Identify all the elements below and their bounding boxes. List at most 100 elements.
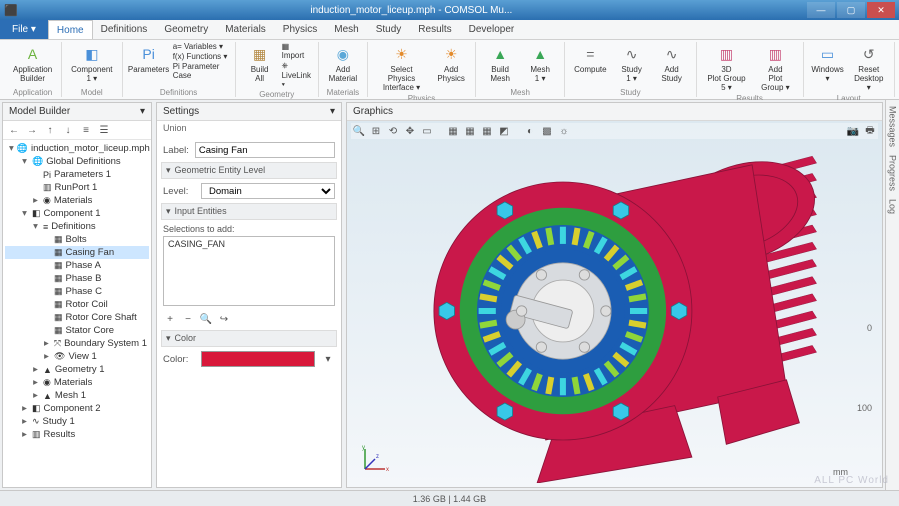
expand-icon[interactable]: ☰ — [97, 123, 111, 137]
tree-node-global-definitions[interactable]: ▾🌐Global Definitions — [5, 155, 149, 168]
zoom-sel-icon[interactable]: 🔍 — [199, 312, 213, 326]
scene-3d[interactable]: mm 100 0 x y z — [351, 139, 878, 483]
side-tab-messages[interactable]: Messages — [888, 106, 898, 147]
ribbon-stack-item[interactable]: a= Variables ▾ — [173, 42, 229, 51]
ribbon-stack-item[interactable]: ▦ Import — [282, 42, 312, 60]
list-item[interactable]: CASING_FAN — [168, 239, 330, 249]
tab-geometry[interactable]: Geometry — [156, 20, 217, 39]
ribbon-btn-build-mesh[interactable]: ▲BuildMesh — [482, 42, 518, 85]
lighting-icon[interactable]: ☼ — [557, 124, 571, 138]
close-button[interactable]: ✕ — [867, 2, 895, 18]
label-input[interactable] — [195, 142, 335, 158]
nav-fwd-icon[interactable]: → — [25, 123, 39, 137]
tree-node-phase-c[interactable]: ▦Phase C — [5, 285, 149, 298]
rotate-icon[interactable]: ⟲ — [386, 124, 400, 138]
ribbon-btn-parameters[interactable]: PiParameters — [129, 42, 169, 76]
transparency-icon[interactable]: ◐ — [523, 124, 537, 138]
panel-menu-icon[interactable]: ▾ — [330, 106, 335, 117]
tree-node-mesh-1[interactable]: ▸▲Mesh 1 — [5, 389, 149, 402]
minimize-button[interactable]: — — [807, 2, 835, 18]
view-iso-icon[interactable]: ◩ — [497, 124, 511, 138]
tree-node-phase-b[interactable]: ▦Phase B — [5, 272, 149, 285]
maximize-button[interactable]: ▢ — [837, 2, 865, 18]
zoom-icon[interactable]: 🔍 — [352, 124, 366, 138]
tab-results[interactable]: Results — [410, 20, 460, 39]
section-color[interactable]: ▾Color — [161, 330, 337, 347]
remove-icon[interactable]: − — [181, 312, 195, 326]
level-select[interactable]: Domain — [201, 183, 335, 199]
tree-node-phase-a[interactable]: ▦Phase A — [5, 259, 149, 272]
ribbon-btn-select-physics-interface-[interactable]: ☀SelectPhysics Interface ▾ — [374, 42, 429, 94]
tree-node-results[interactable]: ▸▥Results — [5, 428, 149, 441]
tree-node-materials[interactable]: ▸◉Materials — [5, 376, 149, 389]
graphics-canvas[interactable]: 🔍 ⊞ ⟲ ✥ ▭ ▦ ▦ ▦ ◩ ◐ ▩ ☼ 📷 🖶 mm — [347, 121, 882, 487]
tab-materials[interactable]: Materials — [217, 20, 275, 39]
ribbon-btn-reset-desktop-[interactable]: ↺ResetDesktop ▾ — [850, 42, 888, 94]
tab-mesh[interactable]: Mesh — [326, 20, 367, 39]
tree-node-view-1[interactable]: ▸👁View 1 — [5, 350, 149, 363]
tree-node-study-1[interactable]: ▸∿Study 1 — [5, 415, 149, 428]
ribbon-btn-build-all[interactable]: ▦BuildAll — [242, 42, 278, 85]
tree-node-parameters-1[interactable]: PiParameters 1 — [5, 168, 149, 181]
ribbon-group-label: Application — [13, 88, 52, 97]
tree-node-rotor-core-shaft[interactable]: ▦Rotor Core Shaft — [5, 311, 149, 324]
color-swatch[interactable] — [201, 351, 315, 367]
tab-developer[interactable]: Developer — [461, 20, 524, 39]
selections-list[interactable]: CASING_FAN — [163, 236, 335, 306]
tab-physics[interactable]: Physics — [275, 20, 326, 39]
tree-node-component-1[interactable]: ▾◧Component 1 — [5, 207, 149, 220]
section-geom-level[interactable]: ▾Geometric Entity Level — [161, 162, 337, 179]
tree-node-runport-1[interactable]: ▥RunPort 1 — [5, 181, 149, 194]
section-input-entities[interactable]: ▾Input Entities — [161, 203, 337, 220]
zoom-extents-icon[interactable]: ⊞ — [369, 124, 383, 138]
collapse-icon[interactable]: ≡ — [79, 123, 93, 137]
ribbon-btn-add-study[interactable]: ∿AddStudy — [654, 42, 690, 85]
view-xy-icon[interactable]: ▦ — [446, 124, 460, 138]
pan-icon[interactable]: ✥ — [403, 124, 417, 138]
ribbon-btn-3d-plot-group-5-[interactable]: ▥3DPlot Group 5 ▾ — [703, 42, 751, 94]
view-yz-icon[interactable]: ▦ — [463, 124, 477, 138]
add-icon[interactable]: + — [163, 312, 177, 326]
tree-node-rotor-coil[interactable]: ▦Rotor Coil — [5, 298, 149, 311]
ribbon-btn-mesh-1-[interactable]: ▲Mesh1 ▾ — [522, 42, 558, 85]
tree-node-boundary-system-1[interactable]: ▸⤧Boundary System 1 — [5, 337, 149, 350]
file-menu[interactable]: File ▾ — [0, 20, 48, 39]
ribbon-btn-compute[interactable]: =Compute — [571, 42, 609, 76]
tab-definitions[interactable]: Definitions — [93, 20, 157, 39]
tree-node-bolts[interactable]: ▦Bolts — [5, 233, 149, 246]
tab-home[interactable]: Home — [48, 20, 93, 39]
tree-node-component-2[interactable]: ▸◧Component 2 — [5, 402, 149, 415]
goto-source-icon[interactable]: ↪ — [217, 312, 231, 326]
ribbon-btn-study-1-[interactable]: ∿Study1 ▾ — [614, 42, 650, 85]
svg-text:y: y — [362, 445, 365, 451]
model-tree[interactable]: ▾🌐induction_motor_liceup.mph▾🌐Global Def… — [3, 140, 151, 487]
tree-node-materials[interactable]: ▸◉Materials — [5, 194, 149, 207]
tree-node-geometry-1[interactable]: ▸▲Geometry 1 — [5, 363, 149, 376]
ribbon-btn-add-material[interactable]: ◉AddMaterial — [325, 42, 361, 85]
side-tab-log[interactable]: Log — [888, 199, 898, 214]
snapshot-icon[interactable]: 📷 — [846, 124, 860, 138]
ribbon-btn-windows-[interactable]: ▭Windows▾ — [810, 42, 846, 85]
ribbon-btn-add-plot-group-[interactable]: ▥AddPlot Group ▾ — [754, 42, 796, 94]
ribbon-btn-component-1-[interactable]: ◧Component1 ▾ — [68, 42, 115, 85]
ribbon-stack-item[interactable]: ⎈ LiveLink ▾ — [282, 61, 312, 90]
tree-node-induction-motor-liceup-mph[interactable]: ▾🌐induction_motor_liceup.mph — [5, 142, 149, 155]
wireframe-icon[interactable]: ▩ — [540, 124, 554, 138]
ribbon-stack-item[interactable]: Pi Parameter Case — [173, 62, 229, 80]
nav-back-icon[interactable]: ← — [7, 123, 21, 137]
view-xz-icon[interactable]: ▦ — [480, 124, 494, 138]
select-icon[interactable]: ▭ — [420, 124, 434, 138]
ribbon-stack-item[interactable]: f(x) Functions ▾ — [173, 52, 229, 61]
tab-study[interactable]: Study — [368, 20, 411, 39]
tree-node-stator-core[interactable]: ▦Stator Core — [5, 324, 149, 337]
ribbon-btn-add-physics[interactable]: ☀AddPhysics — [433, 42, 469, 85]
ribbon-btn-application-builder[interactable]: AApplicationBuilder — [10, 42, 55, 85]
nav-down-icon[interactable]: ↓ — [61, 123, 75, 137]
panel-menu-icon[interactable]: ▾ — [140, 106, 145, 117]
nav-up-icon[interactable]: ↑ — [43, 123, 57, 137]
print-icon[interactable]: 🖶 — [863, 124, 877, 138]
side-tab-progress[interactable]: Progress — [888, 155, 898, 191]
color-dropdown-icon[interactable]: ▾ — [321, 352, 335, 366]
tree-node-definitions[interactable]: ▾≡Definitions — [5, 220, 149, 233]
tree-node-casing-fan[interactable]: ▦Casing Fan — [5, 246, 149, 259]
